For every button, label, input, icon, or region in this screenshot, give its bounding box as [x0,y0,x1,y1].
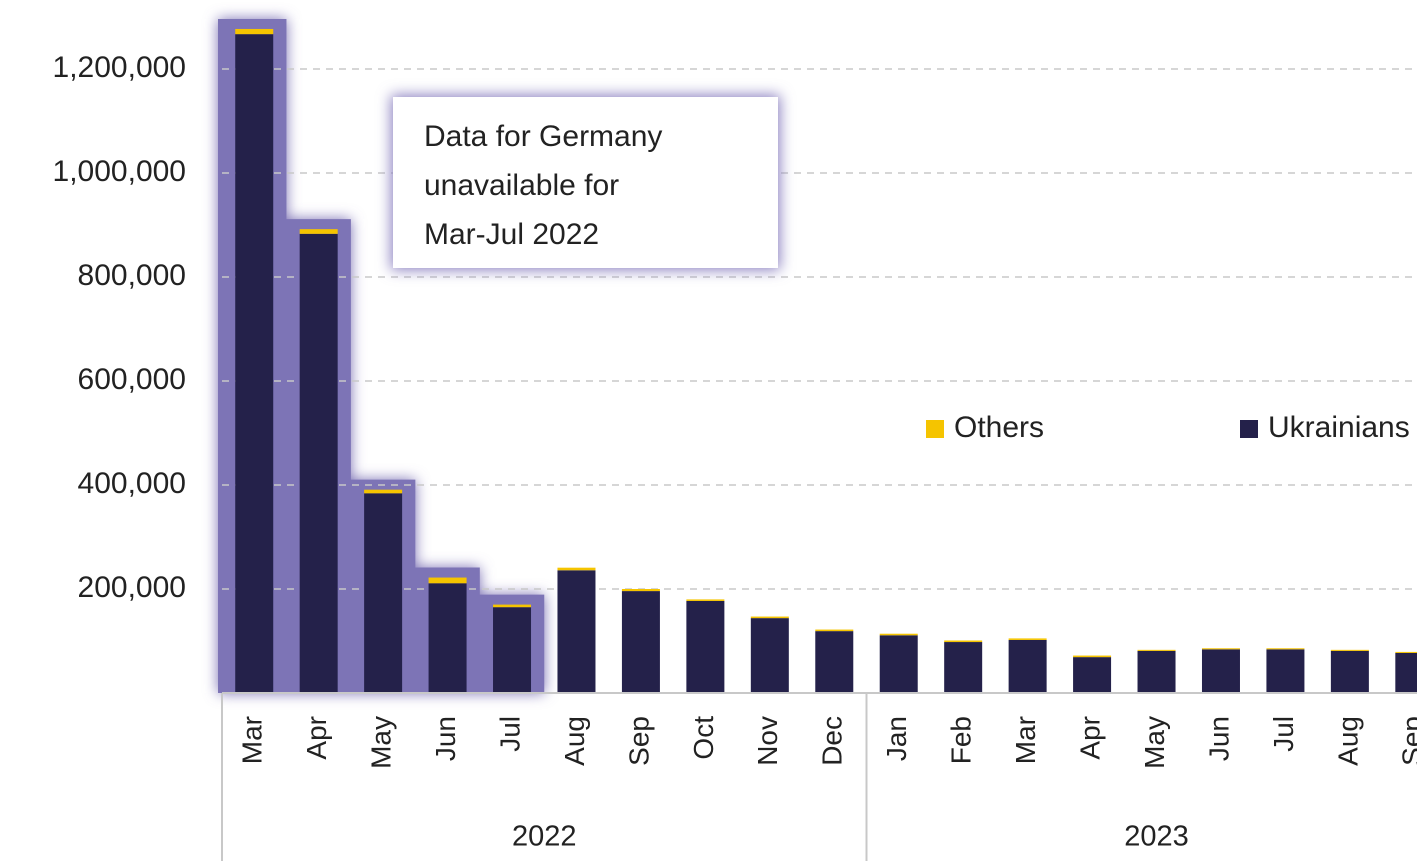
bar-segment [815,631,854,693]
bar-segment [235,28,274,35]
bar-segment [557,567,596,571]
x-tick-label: Jul [494,716,525,752]
bar-segment [428,577,467,584]
bar-segment [1137,649,1176,651]
bar-segment [364,493,403,693]
annotation-text: Data for Germany [424,120,662,153]
x-tick-label: Nov [752,716,783,766]
bar-segment [493,607,532,693]
bar-segment [621,591,660,693]
bar-segment [944,642,983,693]
annotation-box [393,97,778,268]
bar-segment [299,233,338,693]
x-tick-label: Feb [946,716,977,764]
x-tick-label: Mar [237,716,268,764]
x-tick-label: Apr [301,716,332,760]
bar-segment [1330,650,1369,693]
annotation-text: Mar-Jul 2022 [424,218,599,251]
x-tick-label: May [366,716,397,769]
bar-segment [621,589,660,592]
bar-segment [364,489,403,494]
bar-segment [1395,652,1417,693]
highlight-core [218,18,545,693]
x-tick-label: Sep [1397,716,1417,766]
y-tick-label: 800,000 [78,259,186,292]
bar-segment [235,34,274,694]
bar-segment [879,633,918,636]
bar-segment [1073,657,1112,693]
group-label: 2022 [512,821,577,853]
bar-segment [299,229,338,234]
x-tick-label: Jan [881,716,912,761]
bar-segment [428,583,467,693]
x-tick-label: Jul [1268,716,1299,752]
bar-segment [557,570,596,693]
legend-swatch [926,420,944,438]
bar-segment [1073,655,1112,658]
y-tick-label: 400,000 [78,467,186,500]
legend-label: Others [954,411,1044,444]
bar-segment [1395,651,1417,653]
x-tick-label: Mar [1010,716,1041,764]
bar-segment [815,629,854,632]
annotation-text: unavailable for [424,169,619,202]
x-tick-label: Jun [430,716,461,761]
bar-segment [1201,648,1240,650]
legend-swatch [1240,420,1258,438]
bar-segment [944,640,983,643]
bar-segment [1008,638,1047,640]
x-tick-label: Oct [688,716,719,760]
x-tick-label: Aug [1332,716,1363,766]
bar-segment [1266,649,1305,693]
y-tick-label: 200,000 [78,571,186,604]
bar-segment [1008,639,1047,693]
group-label: 2023 [1124,821,1189,853]
x-tick-label: Dec [817,716,848,766]
x-tick-label: Jun [1203,716,1234,761]
x-tick-label: Aug [559,716,590,766]
x-tick-label: Apr [1074,716,1105,760]
bar-segment [1201,649,1240,693]
x-tick-label: Sep [623,716,654,766]
bar-segment [750,616,789,619]
bar-segment [493,604,532,608]
bar-segment [1330,649,1369,651]
bar-segment [1266,648,1305,650]
bar-segment [686,599,725,601]
bar-segment [879,635,918,693]
bar-segment [686,600,725,693]
y-tick-label: 1,200,000 [53,51,186,84]
y-tick-label: 1,000,000 [53,155,186,188]
bar-segment [750,618,789,693]
legend-label: Ukrainians [1268,411,1410,444]
bar-segment [1137,650,1176,693]
y-tick-label: 600,000 [78,363,186,396]
x-tick-label: May [1139,716,1170,769]
